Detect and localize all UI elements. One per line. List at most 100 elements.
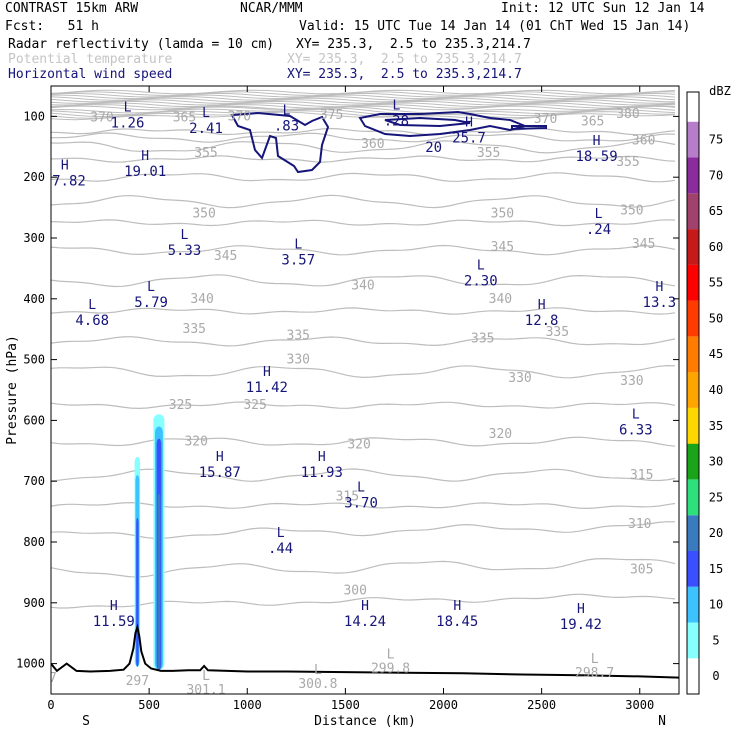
theta-contour-label: 320	[347, 438, 370, 453]
wind-extremum-letter: H	[141, 149, 149, 164]
y-axis-title: Pressure (hPa)	[5, 335, 20, 445]
x-tick-label: 3000	[625, 698, 654, 712]
x-tick-label: 2500	[527, 698, 556, 712]
y-tick-label: 600	[23, 413, 45, 427]
theta-contour-line	[51, 132, 676, 143]
colorbar-swatch	[687, 515, 699, 551]
theta-contour-label: 335	[471, 331, 494, 346]
theta-contour-label: 370	[534, 112, 557, 127]
colorbar-tick-label: 45	[709, 347, 723, 361]
theta-contour-label: 365	[173, 111, 196, 126]
y-tick-label: 100	[23, 109, 45, 123]
field-labels: 370 365 370 375 370 365 380 360 360 355 355 355 350 3…	[51, 99, 677, 698]
theta-min-letter: L	[591, 652, 599, 667]
wind-extremum-letter: H	[538, 298, 546, 313]
wind-extremum-value: 2.41	[189, 121, 223, 137]
wind-contour-25-core	[384, 116, 471, 128]
theta-contour-label: 355	[194, 146, 217, 161]
field-wind-xy: XY= 235.3, 2.5 to 235.3,214.7	[287, 67, 522, 82]
y-tick-label: 900	[23, 596, 45, 610]
theta-contour-label: 320	[489, 427, 512, 442]
y-tick-label: 400	[23, 292, 45, 306]
upper-isentrope-line	[51, 92, 676, 98]
colorbar-swatch	[687, 479, 699, 516]
colorbar-tick-label: 40	[709, 383, 723, 397]
colorbar-swatch	[687, 550, 699, 587]
upper-isentrope-line	[51, 100, 676, 106]
wind-extremum-value: 13.3	[643, 295, 677, 311]
colorbar-swatch	[687, 372, 699, 408]
wind-extremum-value: .83	[274, 119, 299, 135]
x-tick-label: 500	[138, 698, 160, 712]
wind-extremum-letter: L	[147, 280, 155, 295]
wind-extremum-letter: L	[283, 104, 291, 119]
wind-extremum-value: 4.68	[75, 313, 109, 329]
wind-extremum-letter: H	[453, 599, 461, 614]
colorbar-tick-label: 25	[709, 490, 723, 504]
wind-extremum-letter: L	[357, 481, 365, 496]
theta-min-letter: L	[387, 648, 395, 663]
colorbar-tick-label: 10	[709, 598, 723, 612]
theta-contour-label: 310	[628, 517, 651, 532]
colorbar-tick-label: 35	[709, 419, 723, 433]
dbz-colorbar: dBZ 0 5 10 15 20 25 30 35 40 45 50 55 60 65 70 75	[686, 84, 731, 695]
colorbar-swatch	[687, 658, 699, 694]
wind-extremum-value: 19.01	[124, 164, 166, 180]
upper-isentrope-line	[51, 105, 676, 111]
colorbar-swatch	[687, 229, 699, 265]
colorbar-swatch	[687, 336, 699, 373]
theta-contour-label: 335	[546, 325, 569, 340]
reflectivity-cell	[157, 493, 161, 670]
wind-extremum-letter: H	[593, 134, 601, 149]
wind-extremum-letter: H	[263, 365, 271, 380]
wind-extremum-value: 11.59	[93, 614, 135, 630]
theta-contour-line	[51, 244, 676, 256]
reflectivity-cell	[136, 517, 139, 667]
theta-min-letter: L	[314, 663, 322, 678]
theta-contour-line	[51, 140, 676, 154]
theta-contour-label: 355	[616, 155, 639, 170]
wind-extremum-letter: L	[88, 298, 96, 313]
theta-contour-label: 320	[184, 435, 207, 450]
upper-isentrope-line	[51, 99, 676, 104]
terrain	[51, 623, 679, 679]
theta-contour-label: 360	[632, 134, 655, 149]
wind-extremum-value: .44	[268, 541, 293, 557]
theta-min-value: 301.1	[186, 683, 225, 698]
theta-contour-line	[51, 401, 676, 410]
wind-extremum-letter: H	[318, 450, 326, 465]
wind-extremum-value: 11.42	[246, 380, 288, 396]
theta-contour-label: 315	[630, 468, 653, 483]
wind-extremum-value: 6.33	[619, 423, 653, 439]
colorbar-tick-label: 50	[709, 312, 723, 326]
x-start-label: S	[82, 714, 90, 729]
terrain-line	[51, 623, 679, 679]
theta-contour-label: 380	[616, 107, 639, 122]
wind-extremum-value: 1.26	[111, 116, 145, 132]
wind-extremum-letter: L	[294, 237, 302, 252]
theta-min-value: 297	[126, 674, 149, 689]
theta-contour-label: 325	[169, 398, 192, 413]
wind-contour-20-west	[230, 111, 330, 174]
colorbar-tick-label: 0	[712, 669, 719, 683]
field-theta-label: Potential temperature	[8, 52, 173, 67]
wind-extremum-value: 5.33	[168, 243, 202, 259]
theta-contour-label: 350	[192, 207, 215, 222]
colorbar-swatch	[687, 443, 699, 480]
theta-min-value: 298.7	[575, 666, 614, 681]
wind-extremum-letter: L	[632, 408, 640, 423]
x-tick-label: 1500	[331, 698, 360, 712]
theta-contour-line	[51, 155, 676, 163]
theta-min-value: 300.8	[298, 677, 337, 692]
theta-contour-label: 345	[491, 240, 514, 255]
wind-extremum-letter: L	[181, 228, 189, 243]
theta-contour-label: 370	[228, 109, 251, 124]
x-tick-label: 0	[47, 698, 54, 712]
theta-contour-label: 370	[90, 111, 113, 126]
y-tick-label: 700	[23, 474, 45, 488]
wind-extremum-value: 14.24	[344, 614, 386, 630]
field-reflectivity-label: Radar reflectivity (lamda = 10 cm)	[8, 37, 275, 52]
theta-contour-line	[51, 219, 676, 227]
wind-extremum-value: 25.7	[452, 131, 486, 147]
